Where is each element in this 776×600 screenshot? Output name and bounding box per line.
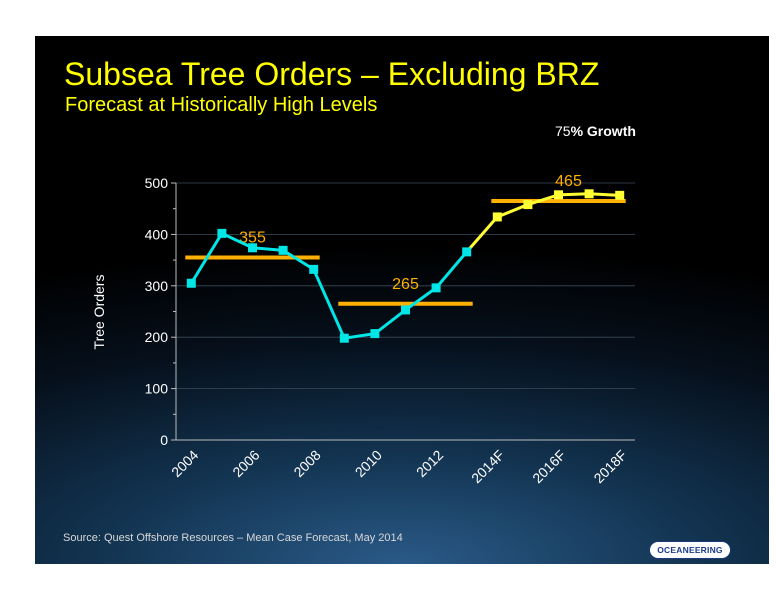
x-tick-label: 2008 — [290, 447, 323, 480]
y-axis-label: Tree Orders — [91, 275, 107, 350]
tree-orders-chart: 0 100 200 300 400 500 2004 2006 2008 2010 2012 201… — [91, 173, 635, 487]
x-tick-label: 2016F — [529, 447, 568, 486]
data-point-2004 — [186, 278, 196, 288]
data-point-2013 — [462, 247, 472, 257]
data-point-2009 — [339, 333, 349, 343]
y-tick-label: 100 — [145, 381, 169, 397]
x-tick-labels: 2004 2006 2008 2010 2012 2014F 2016F 2018F — [168, 447, 630, 487]
y-tick-label: 200 — [145, 329, 169, 345]
data-point-2008 — [309, 264, 319, 274]
data-point-2014 — [492, 212, 502, 222]
average-label-355: 355 — [239, 230, 266, 247]
x-tick-label: 2018F — [590, 447, 629, 486]
data-point-2006 — [248, 243, 257, 253]
data-point-2016 — [554, 190, 563, 200]
data-point-2015 — [523, 200, 533, 210]
historical-series-line — [190, 231, 468, 340]
source-note: Source: Quest Offshore Resources – Mean … — [63, 532, 403, 544]
oceaneering-logo: OCEANEERING — [649, 541, 731, 559]
x-tick-label: 2014F — [468, 447, 507, 486]
y-tick-labels: 0 100 200 300 400 500 — [145, 175, 176, 448]
data-point-2010 — [370, 329, 380, 339]
x-tick-label: 2012 — [413, 447, 446, 480]
y-tick-label: 0 — [160, 432, 168, 448]
slide-subtitle: Forecast at Historically High Levels — [65, 94, 378, 116]
growth-callout: 75% Growth — [555, 123, 636, 139]
logo-text: OCEANEERING — [657, 545, 723, 555]
y-tick-label: 500 — [145, 175, 169, 191]
x-tick-label: 2006 — [229, 447, 262, 480]
data-point-2017 — [584, 189, 594, 199]
slide-title: Subsea Tree Orders – Excluding BRZ — [64, 56, 600, 92]
data-point-2007 — [278, 245, 288, 255]
slide: Subsea Tree Orders – Excluding BRZ Forec… — [35, 36, 769, 564]
growth-value: 75 — [555, 123, 571, 139]
data-point-2011 — [401, 305, 410, 315]
average-label-465: 465 — [555, 173, 582, 190]
y-tick-label: 400 — [145, 226, 169, 242]
data-point-2012 — [431, 283, 441, 293]
gridlines — [176, 182, 635, 390]
data-point-2018 — [615, 190, 625, 200]
series-markers — [186, 189, 625, 343]
series-lines — [190, 192, 620, 340]
x-tick-label: 2010 — [352, 447, 385, 480]
data-point-2005 — [217, 228, 227, 238]
growth-label: % Growth — [570, 123, 636, 139]
x-tick-label: 2004 — [168, 447, 201, 480]
y-tick-label: 300 — [145, 278, 169, 294]
average-label-265: 265 — [392, 276, 419, 293]
forecast-series-line — [465, 192, 620, 253]
